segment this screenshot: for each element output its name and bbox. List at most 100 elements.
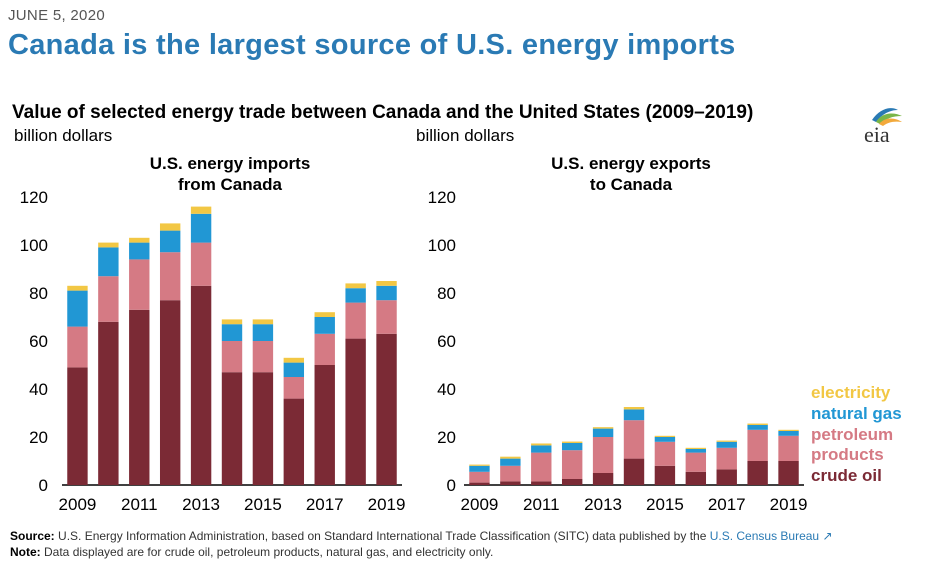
legend-petroleum-line2: products — [811, 445, 884, 464]
bar-crude-oil-2009 — [67, 367, 88, 485]
x-tick-label: 2019 — [770, 495, 808, 514]
legend-petroleum-products: petroleum products — [811, 425, 893, 465]
bar-electricity-2016 — [685, 447, 707, 449]
bar-electricity-2011 — [531, 443, 552, 446]
bar-electricity-2014 — [623, 407, 645, 410]
left-unit-label: billion dollars — [14, 126, 113, 145]
bar-petroleum-products-2018 — [747, 429, 768, 461]
bar-electricity-2017 — [716, 440, 737, 442]
bar-electricity-2019 — [778, 429, 799, 431]
source-label: Source: — [10, 529, 55, 543]
y-tick-label: 20 — [29, 428, 48, 447]
bar-petroleum-products-2018 — [345, 302, 366, 339]
source-text: U.S. Energy Information Administration, … — [54, 529, 710, 543]
bar-natural-gas-2017 — [716, 441, 737, 448]
exports-chart-title-line1: U.S. energy exports — [551, 154, 711, 173]
legend-electricity-label: electricity — [811, 383, 891, 402]
bar-petroleum-products-2012 — [561, 450, 583, 479]
source-note: Source: U.S. Energy Information Administ… — [10, 529, 833, 543]
x-tick-label: 2009 — [59, 495, 97, 514]
bar-crude-oil-2009 — [469, 482, 490, 485]
bar-natural-gas-2011 — [129, 242, 150, 260]
eia-logo[interactable]: eia — [858, 102, 908, 150]
y-tick-label: 80 — [437, 284, 456, 303]
page-title: Canada is the largest source of U.S. ene… — [8, 29, 736, 61]
bar-crude-oil-2019 — [778, 461, 799, 485]
bar-petroleum-products-2013 — [592, 437, 614, 473]
bar-crude-oil-2014 — [221, 372, 243, 485]
data-note: Note: Data displayed are for crude oil, … — [10, 545, 493, 559]
y-tick-label: 0 — [39, 476, 48, 495]
bar-crude-oil-2013 — [190, 285, 212, 485]
legend-electricity: electricity — [811, 383, 890, 403]
bar-natural-gas-2017 — [314, 317, 335, 334]
y-tick-label: 40 — [437, 380, 456, 399]
bar-electricity-2009 — [469, 464, 490, 466]
bar-petroleum-products-2016 — [685, 452, 707, 472]
imports-chart: U.S. energy imports from Canada 0 20 40 60 8… — [20, 154, 406, 514]
logo-arc-blue — [872, 108, 898, 122]
bar-petroleum-products-2012 — [159, 252, 181, 301]
bar-natural-gas-2009 — [469, 465, 490, 472]
bar-petroleum-products-2017 — [314, 333, 335, 365]
bar-crude-oil-2019 — [376, 333, 397, 485]
bar-crude-oil-2018 — [345, 338, 366, 485]
census-bureau-link[interactable]: U.S. Census Bureau — [709, 529, 820, 543]
bar-electricity-2010 — [98, 242, 119, 248]
bar-electricity-2012 — [159, 223, 181, 231]
external-link-icon[interactable]: ↗ — [819, 529, 833, 543]
bar-natural-gas-2019 — [376, 285, 397, 301]
bar-natural-gas-2011 — [531, 445, 552, 453]
y-tick-label: 60 — [437, 332, 456, 351]
bar-crude-oil-2011 — [531, 481, 552, 485]
y-tick-label: 20 — [437, 428, 456, 447]
bar-petroleum-products-2010 — [500, 465, 521, 482]
bar-petroleum-products-2011 — [531, 452, 552, 482]
bar-petroleum-products-2014 — [221, 341, 243, 373]
bar-petroleum-products-2019 — [778, 435, 799, 461]
bar-petroleum-products-2014 — [623, 420, 645, 459]
bar-petroleum-products-2015 — [654, 441, 676, 466]
y-tick-label: 0 — [447, 476, 456, 495]
bar-electricity-2012 — [561, 441, 583, 443]
y-tick-label: 100 — [428, 236, 456, 255]
y-tick-label: 120 — [428, 188, 456, 207]
bar-electricity-2016 — [283, 357, 305, 363]
bar-natural-gas-2018 — [345, 288, 366, 303]
note-label: Note: — [10, 545, 41, 559]
bar-electricity-2018 — [345, 283, 366, 289]
bar-crude-oil-2016 — [685, 471, 707, 485]
y-tick-label: 60 — [29, 332, 48, 351]
bar-crude-oil-2015 — [654, 465, 676, 485]
bar-electricity-2018 — [747, 423, 768, 425]
bar-natural-gas-2019 — [778, 431, 799, 436]
publication-date: JUNE 5, 2020 — [8, 7, 105, 24]
x-tick-label: 2019 — [368, 495, 406, 514]
x-tick-label: 2013 — [584, 495, 622, 514]
bar-natural-gas-2012 — [159, 230, 181, 253]
bar-natural-gas-2015 — [654, 437, 676, 442]
bar-petroleum-products-2019 — [376, 300, 397, 334]
bar-crude-oil-2014 — [623, 458, 645, 485]
note-text: Data displayed are for crude oil, petrol… — [40, 545, 494, 559]
y-tick-label: 100 — [20, 236, 48, 255]
bar-natural-gas-2009 — [67, 290, 88, 327]
bar-electricity-2019 — [376, 281, 397, 286]
legend-crude-oil-label: crude oil — [811, 466, 882, 485]
bar-petroleum-products-2009 — [469, 471, 490, 483]
exports-chart: U.S. energy exports to Canada 0 20 40 60 80 1… — [428, 154, 808, 514]
bar-crude-oil-2013 — [592, 473, 614, 485]
bar-petroleum-products-2015 — [252, 341, 274, 373]
chart-subtitle: Value of selected energy trade between C… — [12, 102, 754, 123]
x-tick-label: 2017 — [708, 495, 746, 514]
bar-natural-gas-2015 — [252, 324, 274, 341]
bar-natural-gas-2010 — [500, 458, 521, 466]
legend-natural-gas: natural gas — [811, 404, 902, 424]
x-tick-label: 2009 — [461, 495, 499, 514]
bar-electricity-2013 — [190, 206, 212, 214]
bar-crude-oil-2012 — [561, 479, 583, 485]
bar-petroleum-products-2009 — [67, 326, 88, 368]
bar-electricity-2009 — [67, 285, 88, 291]
imports-chart-title-line1: U.S. energy imports — [150, 154, 311, 173]
